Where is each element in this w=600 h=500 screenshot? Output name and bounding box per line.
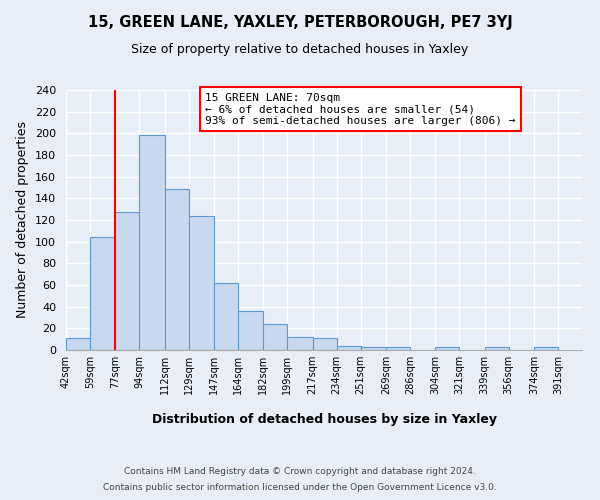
Bar (188, 216, 214, 350)
Bar (115, 212, 139, 350)
Bar (90, 238, 115, 350)
Bar (139, 136, 164, 350)
Bar (238, 311, 263, 350)
Text: Size of property relative to detached houses in Yaxley: Size of property relative to detached ho… (131, 42, 469, 56)
Bar (313, 338, 337, 350)
Text: Contains public sector information licensed under the Open Government Licence v3: Contains public sector information licen… (103, 482, 497, 492)
Bar (436, 347, 460, 350)
Bar (287, 337, 313, 350)
Bar (534, 347, 558, 350)
Bar (66, 338, 90, 350)
Text: Contains HM Land Registry data © Crown copyright and database right 2024.: Contains HM Land Registry data © Crown c… (124, 468, 476, 476)
Text: 15 GREEN LANE: 70sqm
← 6% of detached houses are smaller (54)
93% of semi-detach: 15 GREEN LANE: 70sqm ← 6% of detached ho… (205, 92, 516, 126)
Bar (337, 346, 361, 350)
Text: Distribution of detached houses by size in Yaxley: Distribution of detached houses by size … (151, 412, 497, 426)
Bar (485, 347, 509, 350)
Y-axis label: Number of detached properties: Number of detached properties (16, 122, 29, 318)
Bar (263, 324, 287, 350)
Bar (164, 188, 188, 350)
Bar (386, 347, 410, 350)
Text: 15, GREEN LANE, YAXLEY, PETERBOROUGH, PE7 3YJ: 15, GREEN LANE, YAXLEY, PETERBOROUGH, PE… (88, 15, 512, 30)
Bar (214, 283, 238, 350)
Bar (361, 347, 386, 350)
